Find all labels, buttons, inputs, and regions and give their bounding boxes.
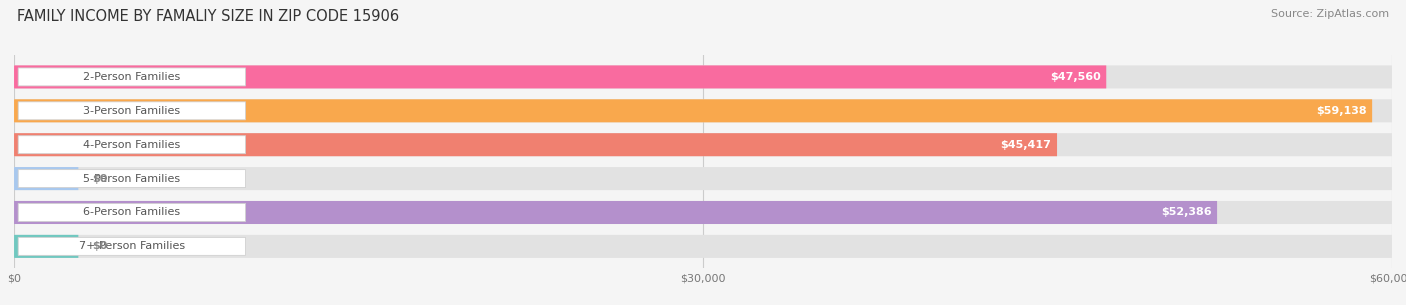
FancyBboxPatch shape: [14, 99, 1392, 122]
FancyBboxPatch shape: [18, 136, 246, 154]
FancyBboxPatch shape: [18, 170, 246, 188]
FancyBboxPatch shape: [14, 235, 1392, 258]
Text: 6-Person Families: 6-Person Families: [83, 207, 180, 217]
Text: $0: $0: [93, 174, 107, 184]
Text: 7+ Person Families: 7+ Person Families: [79, 241, 186, 251]
FancyBboxPatch shape: [14, 201, 1392, 224]
FancyBboxPatch shape: [14, 133, 1392, 156]
FancyBboxPatch shape: [14, 235, 79, 258]
Text: $47,560: $47,560: [1050, 72, 1101, 82]
FancyBboxPatch shape: [14, 167, 1392, 190]
FancyBboxPatch shape: [14, 99, 1372, 122]
FancyBboxPatch shape: [14, 167, 79, 190]
FancyBboxPatch shape: [18, 203, 246, 221]
FancyBboxPatch shape: [14, 201, 1218, 224]
FancyBboxPatch shape: [18, 237, 246, 255]
FancyBboxPatch shape: [18, 68, 246, 86]
FancyBboxPatch shape: [18, 102, 246, 120]
Text: $52,386: $52,386: [1161, 207, 1212, 217]
Text: $0: $0: [93, 241, 107, 251]
Text: $45,417: $45,417: [1001, 140, 1052, 150]
FancyBboxPatch shape: [14, 133, 1057, 156]
Text: 3-Person Families: 3-Person Families: [83, 106, 180, 116]
Text: $59,138: $59,138: [1316, 106, 1367, 116]
Text: Source: ZipAtlas.com: Source: ZipAtlas.com: [1271, 9, 1389, 19]
Text: 4-Person Families: 4-Person Families: [83, 140, 180, 150]
FancyBboxPatch shape: [14, 65, 1107, 88]
Text: FAMILY INCOME BY FAMALIY SIZE IN ZIP CODE 15906: FAMILY INCOME BY FAMALIY SIZE IN ZIP COD…: [17, 9, 399, 24]
Text: 2-Person Families: 2-Person Families: [83, 72, 180, 82]
FancyBboxPatch shape: [14, 65, 1392, 88]
Text: 5-Person Families: 5-Person Families: [83, 174, 180, 184]
